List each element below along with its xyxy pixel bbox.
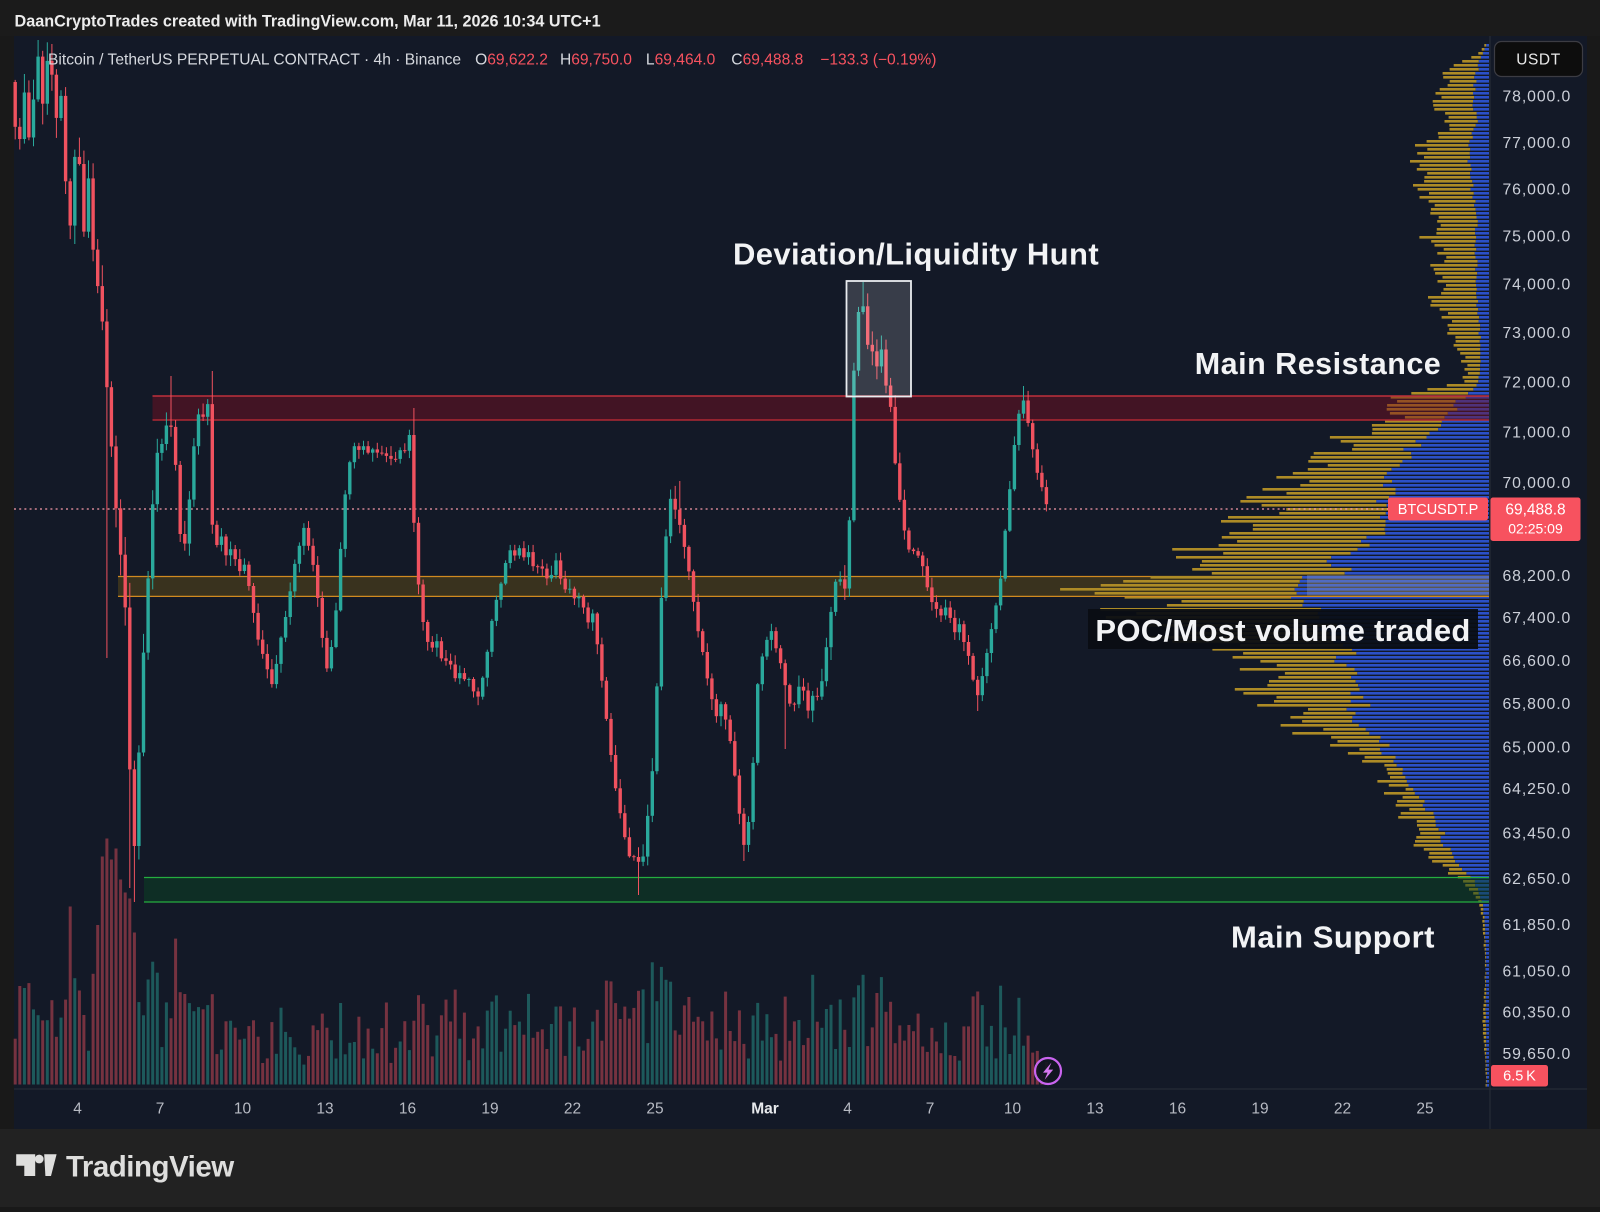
svg-text:22: 22: [564, 1101, 581, 1118]
svg-text:10: 10: [1004, 1101, 1022, 1118]
svg-text:Mar: Mar: [751, 1101, 779, 1118]
svg-text:69,488.8: 69,488.8: [1505, 502, 1565, 519]
svg-text:64,250.0: 64,250.0: [1503, 781, 1572, 798]
svg-text:19: 19: [1251, 1101, 1268, 1118]
svg-text:72,000.0: 72,000.0: [1503, 374, 1572, 391]
svg-text:77,000.0: 77,000.0: [1503, 135, 1572, 152]
svg-text:Main Resistance: Main Resistance: [1195, 347, 1442, 381]
svg-text:7: 7: [156, 1101, 165, 1118]
svg-text:61,850.0: 61,850.0: [1503, 917, 1572, 934]
svg-text:74,000.0: 74,000.0: [1503, 277, 1572, 294]
svg-text:78,000.0: 78,000.0: [1503, 89, 1572, 106]
svg-text:Bitcoin / TetherUS PERPETUAL C: Bitcoin / TetherUS PERPETUAL CONTRACT · …: [48, 52, 936, 69]
svg-text:61,050.0: 61,050.0: [1503, 963, 1572, 980]
svg-text:BTCUSDT.P: BTCUSDT.P: [1398, 502, 1479, 518]
svg-text:13: 13: [1086, 1101, 1103, 1118]
svg-text:59,650.0: 59,650.0: [1503, 1046, 1572, 1063]
svg-text:7: 7: [926, 1101, 935, 1118]
svg-text:25: 25: [1416, 1101, 1433, 1118]
svg-text:70,000.0: 70,000.0: [1503, 475, 1572, 492]
svg-text:Main Support: Main Support: [1231, 920, 1435, 955]
svg-text:66,600.0: 66,600.0: [1503, 653, 1572, 670]
svg-text:6.5 K: 6.5 K: [1503, 1069, 1536, 1085]
svg-text:DaanCryptoTrades created with: DaanCryptoTrades created with TradingVie…: [15, 13, 601, 31]
svg-text:4: 4: [843, 1101, 852, 1118]
svg-text:71,000.0: 71,000.0: [1503, 424, 1572, 441]
svg-text:16: 16: [399, 1101, 416, 1118]
svg-text:25: 25: [646, 1101, 663, 1118]
svg-text:68,200.0: 68,200.0: [1503, 568, 1572, 585]
svg-text:16: 16: [1169, 1101, 1186, 1118]
svg-text:62,650.0: 62,650.0: [1503, 871, 1572, 888]
svg-text:TradingView: TradingView: [66, 1151, 234, 1184]
svg-text:19: 19: [481, 1101, 498, 1118]
svg-text:73,000.0: 73,000.0: [1503, 325, 1572, 342]
svg-text:POC/Most volume traded: POC/Most volume traded: [1095, 613, 1470, 648]
svg-text:10: 10: [234, 1101, 252, 1118]
svg-text:75,000.0: 75,000.0: [1503, 229, 1572, 246]
svg-text:76,000.0: 76,000.0: [1503, 181, 1572, 198]
svg-text:USDT: USDT: [1516, 52, 1561, 69]
svg-text:Deviation/Liquidity Hunt: Deviation/Liquidity Hunt: [733, 237, 1099, 272]
svg-text:4: 4: [73, 1101, 82, 1118]
svg-text:67,400.0: 67,400.0: [1503, 610, 1572, 627]
svg-text:65,000.0: 65,000.0: [1503, 740, 1572, 757]
svg-text:65,800.0: 65,800.0: [1503, 696, 1572, 713]
svg-text:02:25:09: 02:25:09: [1508, 521, 1563, 537]
svg-text:22: 22: [1334, 1101, 1351, 1118]
svg-text:60,350.0: 60,350.0: [1503, 1005, 1572, 1022]
svg-text:13: 13: [316, 1101, 333, 1118]
svg-text:63,450.0: 63,450.0: [1503, 826, 1572, 843]
